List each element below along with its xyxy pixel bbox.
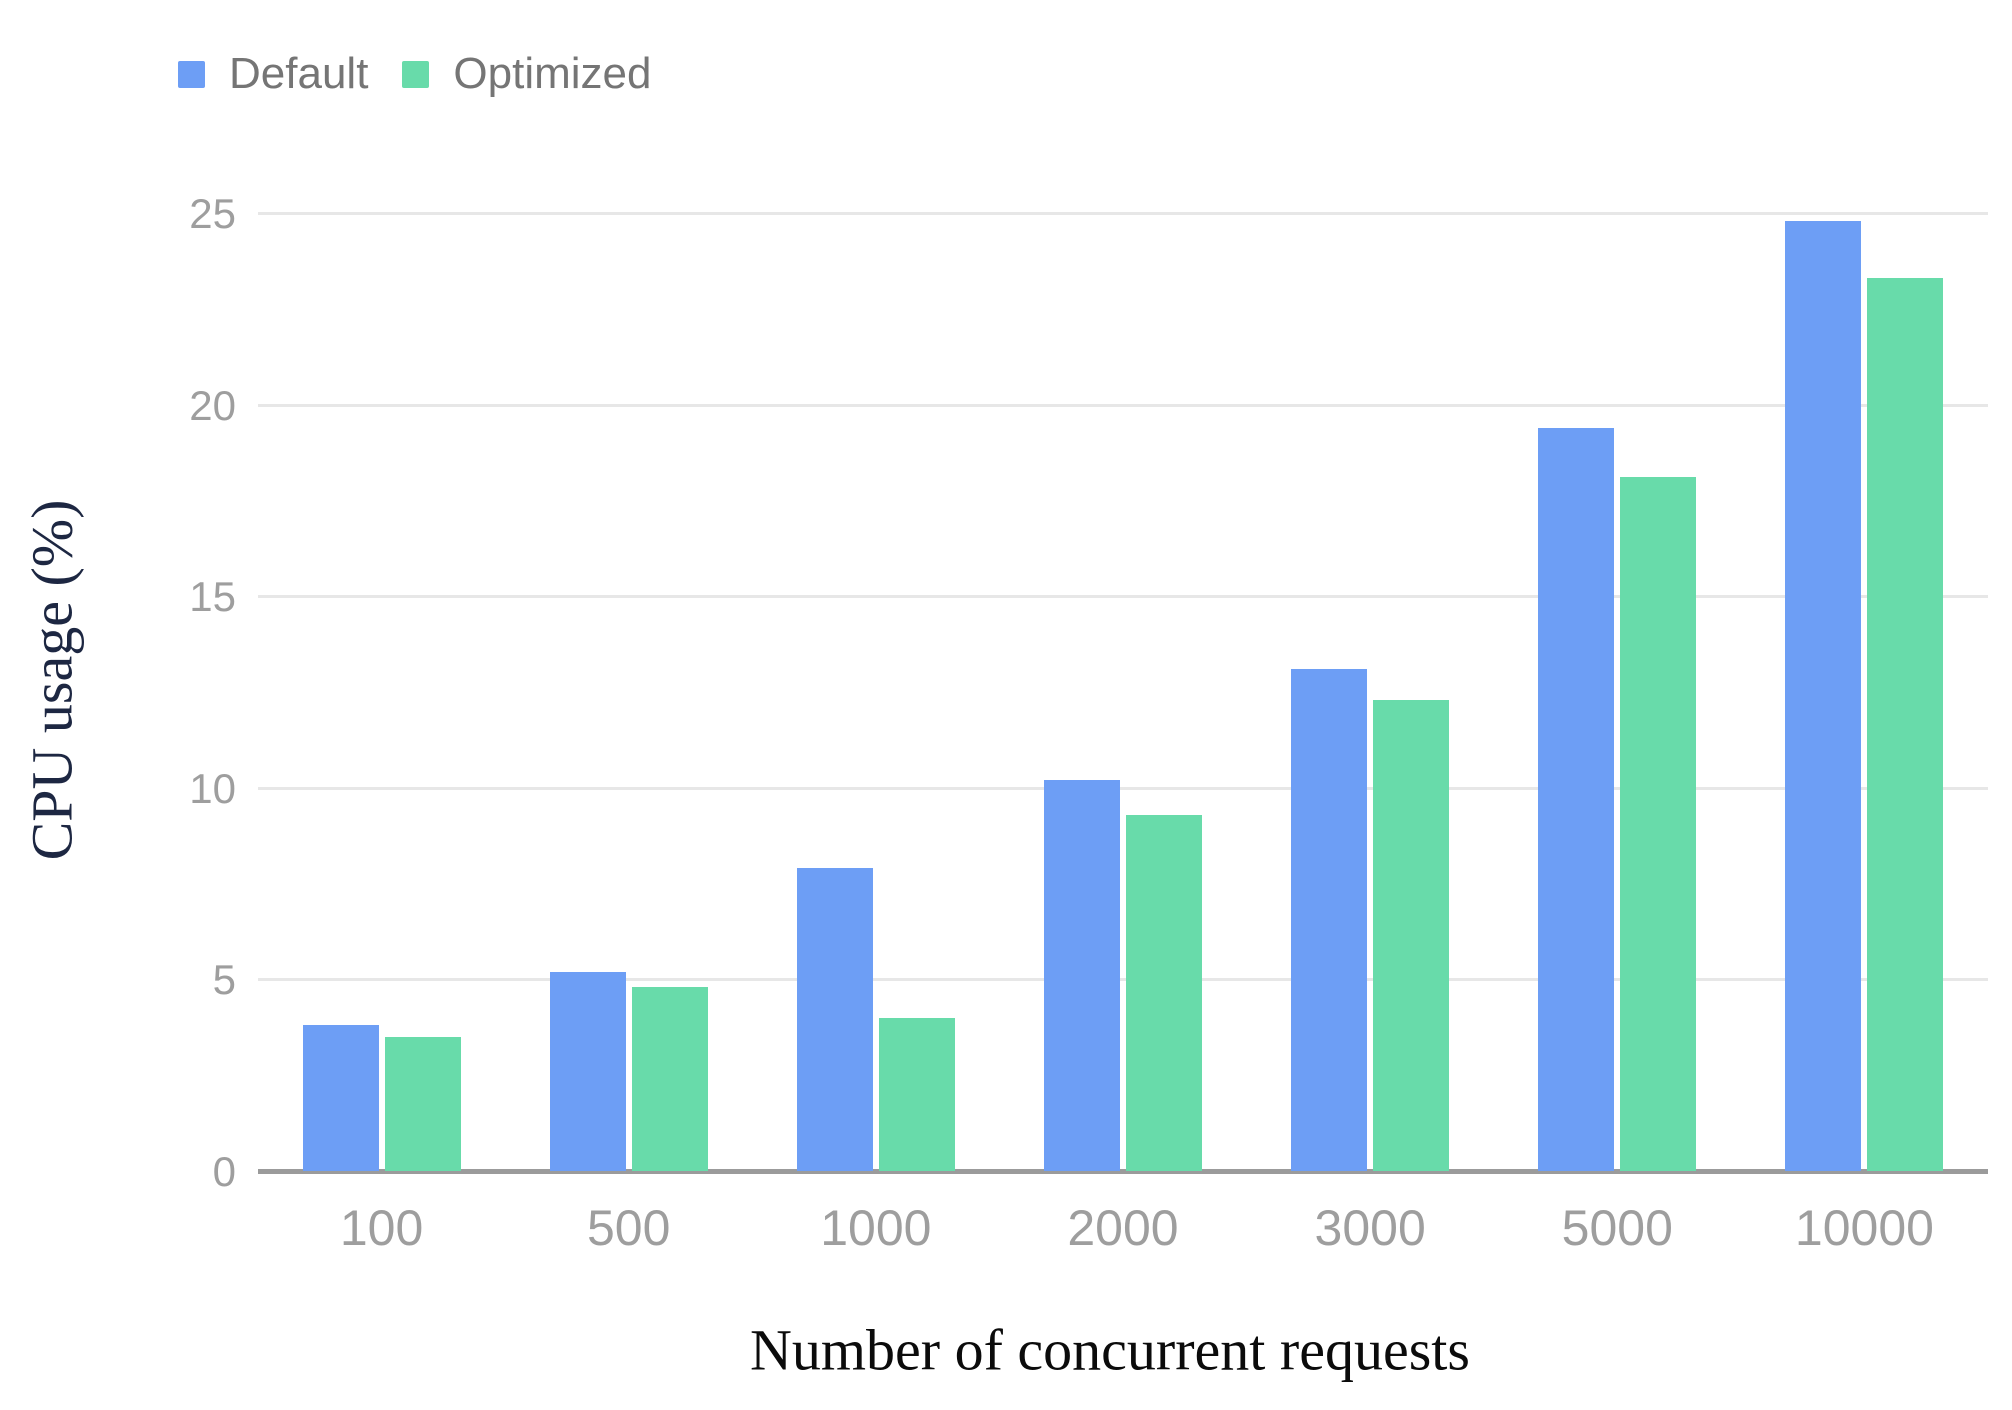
bar-optimized-500 [631,987,708,1171]
bar-optimized-3000 [1373,699,1450,1171]
bar-default-100 [302,1025,379,1171]
y-tick-label-10: 10 [189,764,236,812]
bar-default-10000 [1785,220,1862,1171]
legend-item-optimized: Optimized [402,49,652,98]
y-tick-label-0: 0 [212,1148,236,1195]
bar-optimized-1000 [878,1017,955,1171]
bar-default-2000 [1044,780,1120,1171]
bar-optimized-100 [384,1036,461,1171]
chart-legend: Default Optimized [178,52,652,96]
legend-swatch-optimized [402,60,430,88]
legend-item-default: Default [178,52,368,96]
x-tick-label-3000: 3000 [1314,1200,1426,1256]
gridline-15 [258,595,1988,599]
bar-optimized-5000 [1620,477,1697,1171]
bar-optimized-10000 [1867,278,1944,1171]
bar-default-3000 [1291,669,1368,1171]
x-axis-title: Number of concurrent requests [750,1317,1470,1383]
x-tick-label-2000: 2000 [1067,1200,1179,1256]
legend-swatch-default [178,60,205,88]
gridline-10 [258,786,1988,790]
gridline-20 [258,403,1988,407]
y-axis-title: CPU usage (%) [19,499,85,861]
bar-default-500 [549,971,626,1171]
gridline-25 [258,212,1988,215]
bar-optimized-2000 [1126,814,1202,1171]
y-tick-label-5: 5 [212,956,236,1004]
x-tick-label-1000: 1000 [820,1200,932,1256]
legend-label: Default [229,49,369,98]
x-tick-label-10000: 10000 [1794,1200,1934,1256]
x-tick-label-100: 100 [339,1200,424,1256]
y-tick-label-15: 15 [189,573,236,621]
gridline-5 [258,978,1988,982]
x-tick-label-5000: 5000 [1561,1200,1673,1256]
legend-label: Optimized [453,49,652,98]
gridline-0 [258,1169,1988,1174]
bar-default-5000 [1538,427,1615,1171]
bar-default-1000 [796,868,873,1171]
plot-area: 0 5 10 15 20 25 100 500 1000 2000 3000 5000 10000 [189,193,1988,1253]
y-tick-label-25: 25 [189,190,236,237]
x-tick-label-500: 500 [586,1200,671,1256]
y-tick-label-20: 20 [189,381,236,429]
